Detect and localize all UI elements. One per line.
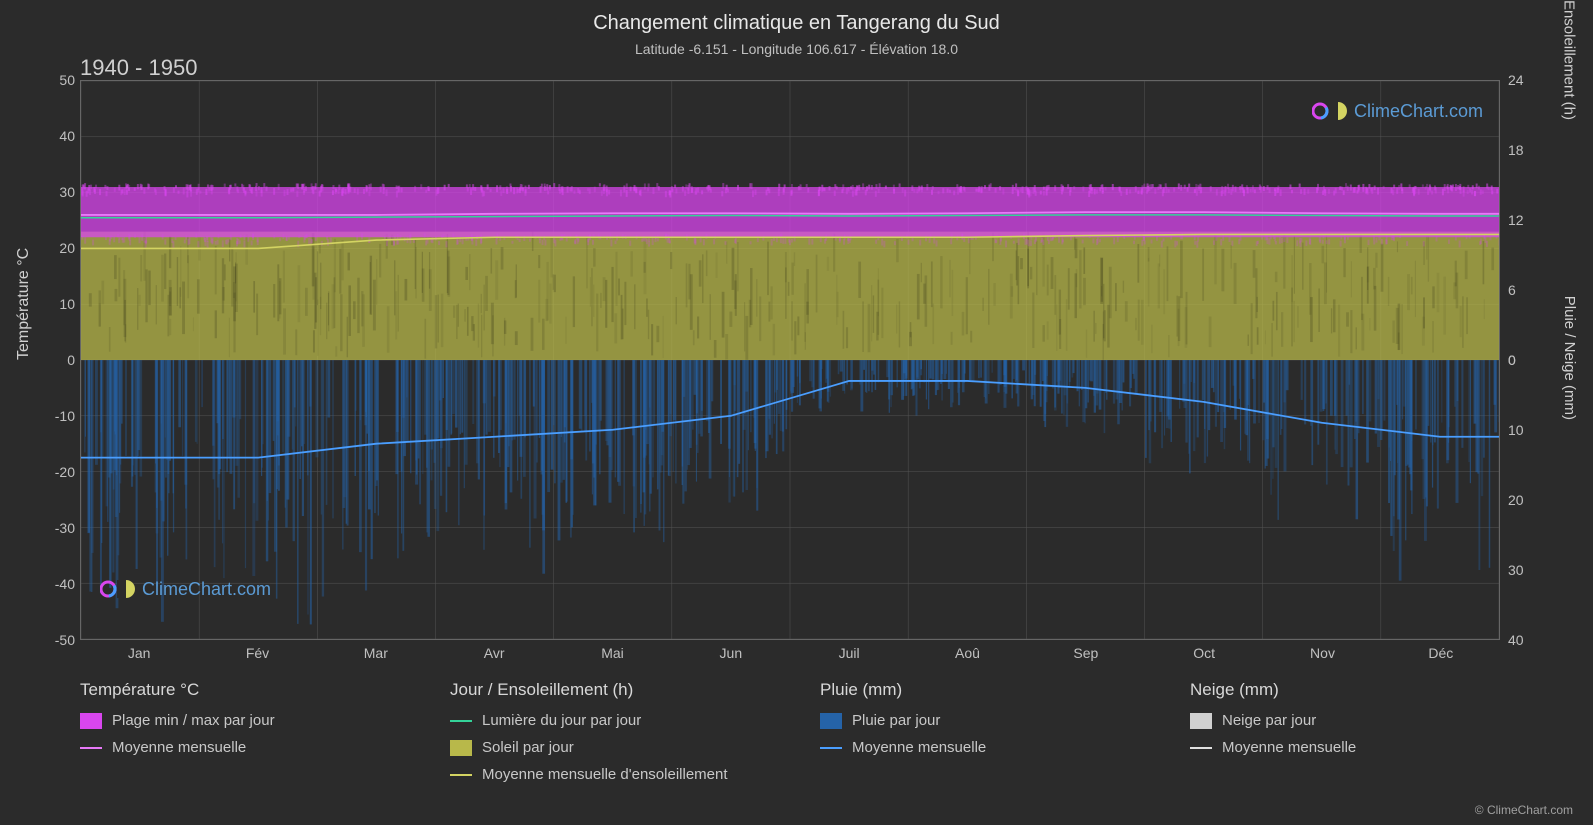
watermark-text: ClimeChart.com	[1354, 101, 1483, 122]
legend-header: Neige (mm)	[1190, 680, 1500, 700]
y-tick-left: -20	[40, 464, 75, 480]
y-axis-left-label: Température °C	[15, 248, 33, 360]
x-tick: Mai	[601, 645, 624, 661]
y-tick-left: -30	[40, 520, 75, 536]
legend-label: Pluie par jour	[852, 712, 940, 729]
legend-swatch	[1190, 713, 1212, 729]
y-tick-right: 40	[1508, 632, 1538, 648]
climechart-logo-icon	[1312, 100, 1348, 122]
climechart-logo-icon	[100, 578, 136, 600]
legend-label: Moyenne mensuelle	[852, 739, 986, 756]
legend-label: Moyenne mensuelle	[1222, 739, 1356, 756]
legend-swatch	[820, 747, 842, 749]
legend-header: Pluie (mm)	[820, 680, 1130, 700]
x-tick: Déc	[1428, 645, 1453, 661]
legend-col-sun: Jour / Ensoleillement (h) Lumière du jou…	[450, 680, 760, 793]
y-tick-right: 24	[1508, 72, 1538, 88]
legend-item: Moyenne mensuelle	[820, 739, 1130, 756]
x-tick: Nov	[1310, 645, 1335, 661]
legend-item: Neige par jour	[1190, 712, 1500, 729]
x-tick: Fév	[246, 645, 269, 661]
chart-subtitle: Latitude -6.151 - Longitude 106.617 - Él…	[0, 35, 1593, 57]
legend-item: Moyenne mensuelle d'ensoleillement	[450, 766, 760, 783]
year-range-label: 1940 - 1950	[80, 55, 197, 81]
y-tick-left: 0	[40, 352, 75, 368]
y-axis-right-bottom-label: Pluie / Neige (mm)	[1561, 296, 1578, 420]
legend-label: Moyenne mensuelle	[112, 739, 246, 756]
legend-item: Lumière du jour par jour	[450, 712, 760, 729]
legend-label: Lumière du jour par jour	[482, 712, 641, 729]
x-tick: Avr	[484, 645, 505, 661]
legend-item: Moyenne mensuelle	[80, 739, 390, 756]
y-axis-right-top-label: Jour / Ensoleillement (h)	[1561, 0, 1578, 120]
watermark-text: ClimeChart.com	[142, 579, 271, 600]
y-tick-left: 10	[40, 296, 75, 312]
legend-item: Moyenne mensuelle	[1190, 739, 1500, 756]
y-tick-left: 40	[40, 128, 75, 144]
chart-plot-area	[80, 80, 1500, 640]
legend-swatch	[450, 740, 472, 756]
legend-label: Moyenne mensuelle d'ensoleillement	[482, 766, 728, 783]
legend-swatch	[450, 774, 472, 776]
copyright-text: © ClimeChart.com	[1475, 803, 1573, 817]
x-tick: Mar	[364, 645, 388, 661]
y-tick-right: 6	[1508, 282, 1538, 298]
x-tick: Juil	[839, 645, 860, 661]
legend: Température °C Plage min / max par jour M…	[80, 680, 1500, 793]
legend-label: Soleil par jour	[482, 739, 574, 756]
legend-swatch	[1190, 747, 1212, 749]
y-tick-left: -10	[40, 408, 75, 424]
y-tick-right: 10	[1508, 422, 1538, 438]
legend-item: Pluie par jour	[820, 712, 1130, 729]
watermark-top: ClimeChart.com	[1312, 100, 1483, 122]
legend-swatch	[80, 713, 102, 729]
legend-header: Température °C	[80, 680, 390, 700]
y-tick-right: 18	[1508, 142, 1538, 158]
x-tick: Jan	[128, 645, 151, 661]
x-tick: Sep	[1073, 645, 1098, 661]
x-tick: Oct	[1193, 645, 1215, 661]
y-tick-right: 0	[1508, 352, 1538, 368]
x-tick: Aoû	[955, 645, 980, 661]
y-tick-left: -40	[40, 576, 75, 592]
legend-col-rain: Pluie (mm) Pluie par jour Moyenne mensuel…	[820, 680, 1130, 793]
x-tick: Jun	[720, 645, 743, 661]
y-tick-right: 12	[1508, 212, 1538, 228]
y-tick-left: 50	[40, 72, 75, 88]
legend-item: Soleil par jour	[450, 739, 760, 756]
chart-title: Changement climatique en Tangerang du Su…	[0, 0, 1593, 35]
y-tick-left: -50	[40, 632, 75, 648]
legend-label: Plage min / max par jour	[112, 712, 275, 729]
legend-swatch	[820, 713, 842, 729]
legend-label: Neige par jour	[1222, 712, 1316, 729]
legend-col-snow: Neige (mm) Neige par jour Moyenne mensuel…	[1190, 680, 1500, 793]
y-tick-left: 30	[40, 184, 75, 200]
legend-col-temp: Température °C Plage min / max par jour M…	[80, 680, 390, 793]
legend-swatch	[80, 747, 102, 749]
y-tick-left: 20	[40, 240, 75, 256]
legend-swatch	[450, 720, 472, 722]
legend-header: Jour / Ensoleillement (h)	[450, 680, 760, 700]
y-tick-right: 30	[1508, 562, 1538, 578]
y-tick-right: 20	[1508, 492, 1538, 508]
legend-item: Plage min / max par jour	[80, 712, 390, 729]
watermark-bottom: ClimeChart.com	[100, 578, 271, 600]
